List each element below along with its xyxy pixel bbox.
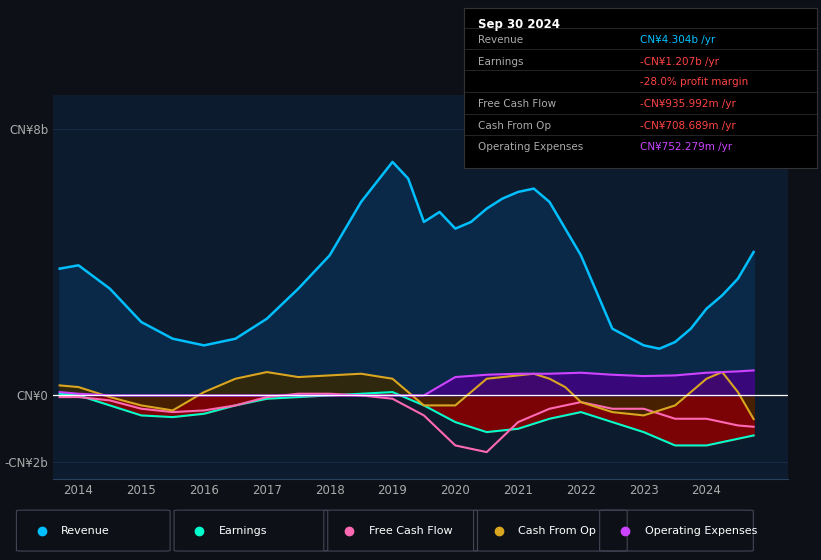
Text: Revenue: Revenue [478, 35, 523, 45]
Text: Earnings: Earnings [478, 57, 524, 67]
Text: Operating Expenses: Operating Expenses [644, 526, 757, 535]
Text: Operating Expenses: Operating Expenses [478, 142, 583, 152]
Text: Sep 30 2024: Sep 30 2024 [478, 18, 560, 31]
Text: Revenue: Revenue [62, 526, 110, 535]
Text: -CN¥708.689m /yr: -CN¥708.689m /yr [640, 121, 736, 130]
Text: -28.0% profit margin: -28.0% profit margin [640, 77, 749, 87]
Text: CN¥4.304b /yr: CN¥4.304b /yr [640, 35, 716, 45]
Text: -CN¥935.992m /yr: -CN¥935.992m /yr [640, 99, 736, 109]
Text: Cash From Op: Cash From Op [519, 526, 596, 535]
Text: Free Cash Flow: Free Cash Flow [369, 526, 452, 535]
Text: Earnings: Earnings [219, 526, 268, 535]
Text: Cash From Op: Cash From Op [478, 121, 551, 130]
Text: Free Cash Flow: Free Cash Flow [478, 99, 556, 109]
Text: CN¥752.279m /yr: CN¥752.279m /yr [640, 142, 732, 152]
Text: -CN¥1.207b /yr: -CN¥1.207b /yr [640, 57, 719, 67]
